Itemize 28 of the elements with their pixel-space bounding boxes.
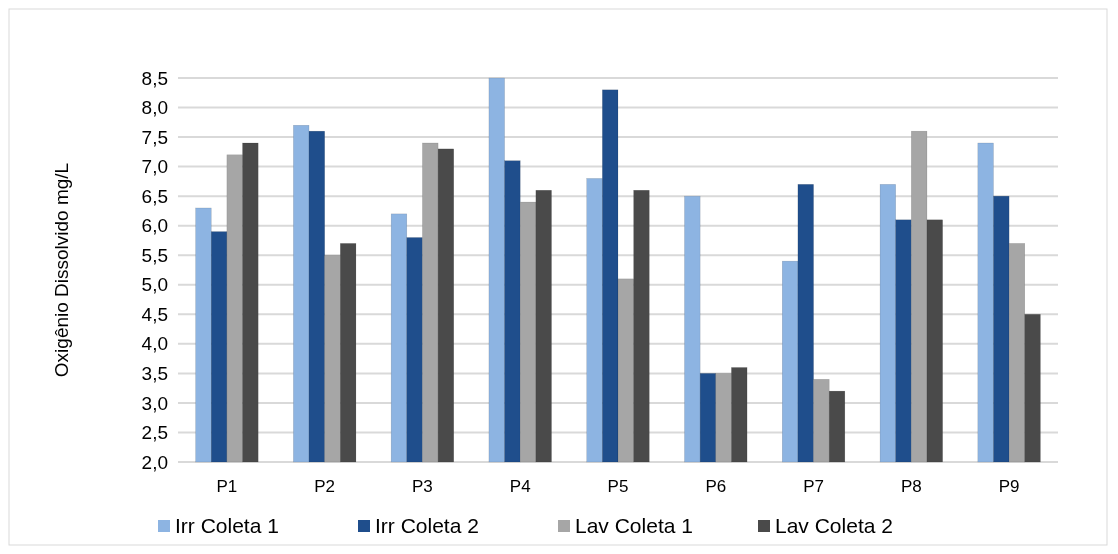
y-tick-label: 2,5 bbox=[141, 422, 168, 444]
x-tick-label: P5 bbox=[607, 477, 629, 496]
y-tick-label: 4,5 bbox=[141, 303, 168, 325]
x-tick-label: P2 bbox=[314, 477, 336, 496]
y-tick-label: 7,5 bbox=[141, 126, 168, 148]
y-tick-label: 5,0 bbox=[141, 274, 168, 296]
y-tick-label: 3,5 bbox=[141, 363, 168, 385]
y-tick-label: 5,5 bbox=[141, 244, 168, 266]
x-tick-label: P7 bbox=[803, 477, 824, 496]
y-tick-label: 8,0 bbox=[141, 97, 168, 119]
y-tick-label: 7,0 bbox=[141, 156, 168, 178]
legend-label: Lav Coleta 1 bbox=[575, 514, 693, 538]
y-tick-label: 8,5 bbox=[141, 67, 168, 89]
y-tick-label: 6,5 bbox=[141, 185, 168, 207]
x-tick-label: P8 bbox=[900, 477, 922, 496]
y-tick-label: 4,0 bbox=[141, 333, 168, 355]
x-tick-label: P1 bbox=[216, 477, 238, 496]
legend-label: Irr Coleta 2 bbox=[375, 514, 479, 538]
legend-label: Irr Coleta 1 bbox=[175, 514, 279, 538]
x-tick-label: P6 bbox=[705, 477, 727, 496]
x-tick-label: P4 bbox=[509, 477, 531, 496]
y-tick-label: 3,0 bbox=[141, 392, 168, 414]
y-tick-label: 6,0 bbox=[141, 215, 168, 237]
legend-label: Lav Coleta 2 bbox=[775, 514, 893, 538]
y-axis-title: Oxigênio Dissolvido mg/L bbox=[51, 162, 72, 378]
x-tick-label: P9 bbox=[998, 477, 1020, 496]
y-tick-label: 2,0 bbox=[141, 451, 168, 473]
x-tick-label: P3 bbox=[412, 477, 433, 496]
